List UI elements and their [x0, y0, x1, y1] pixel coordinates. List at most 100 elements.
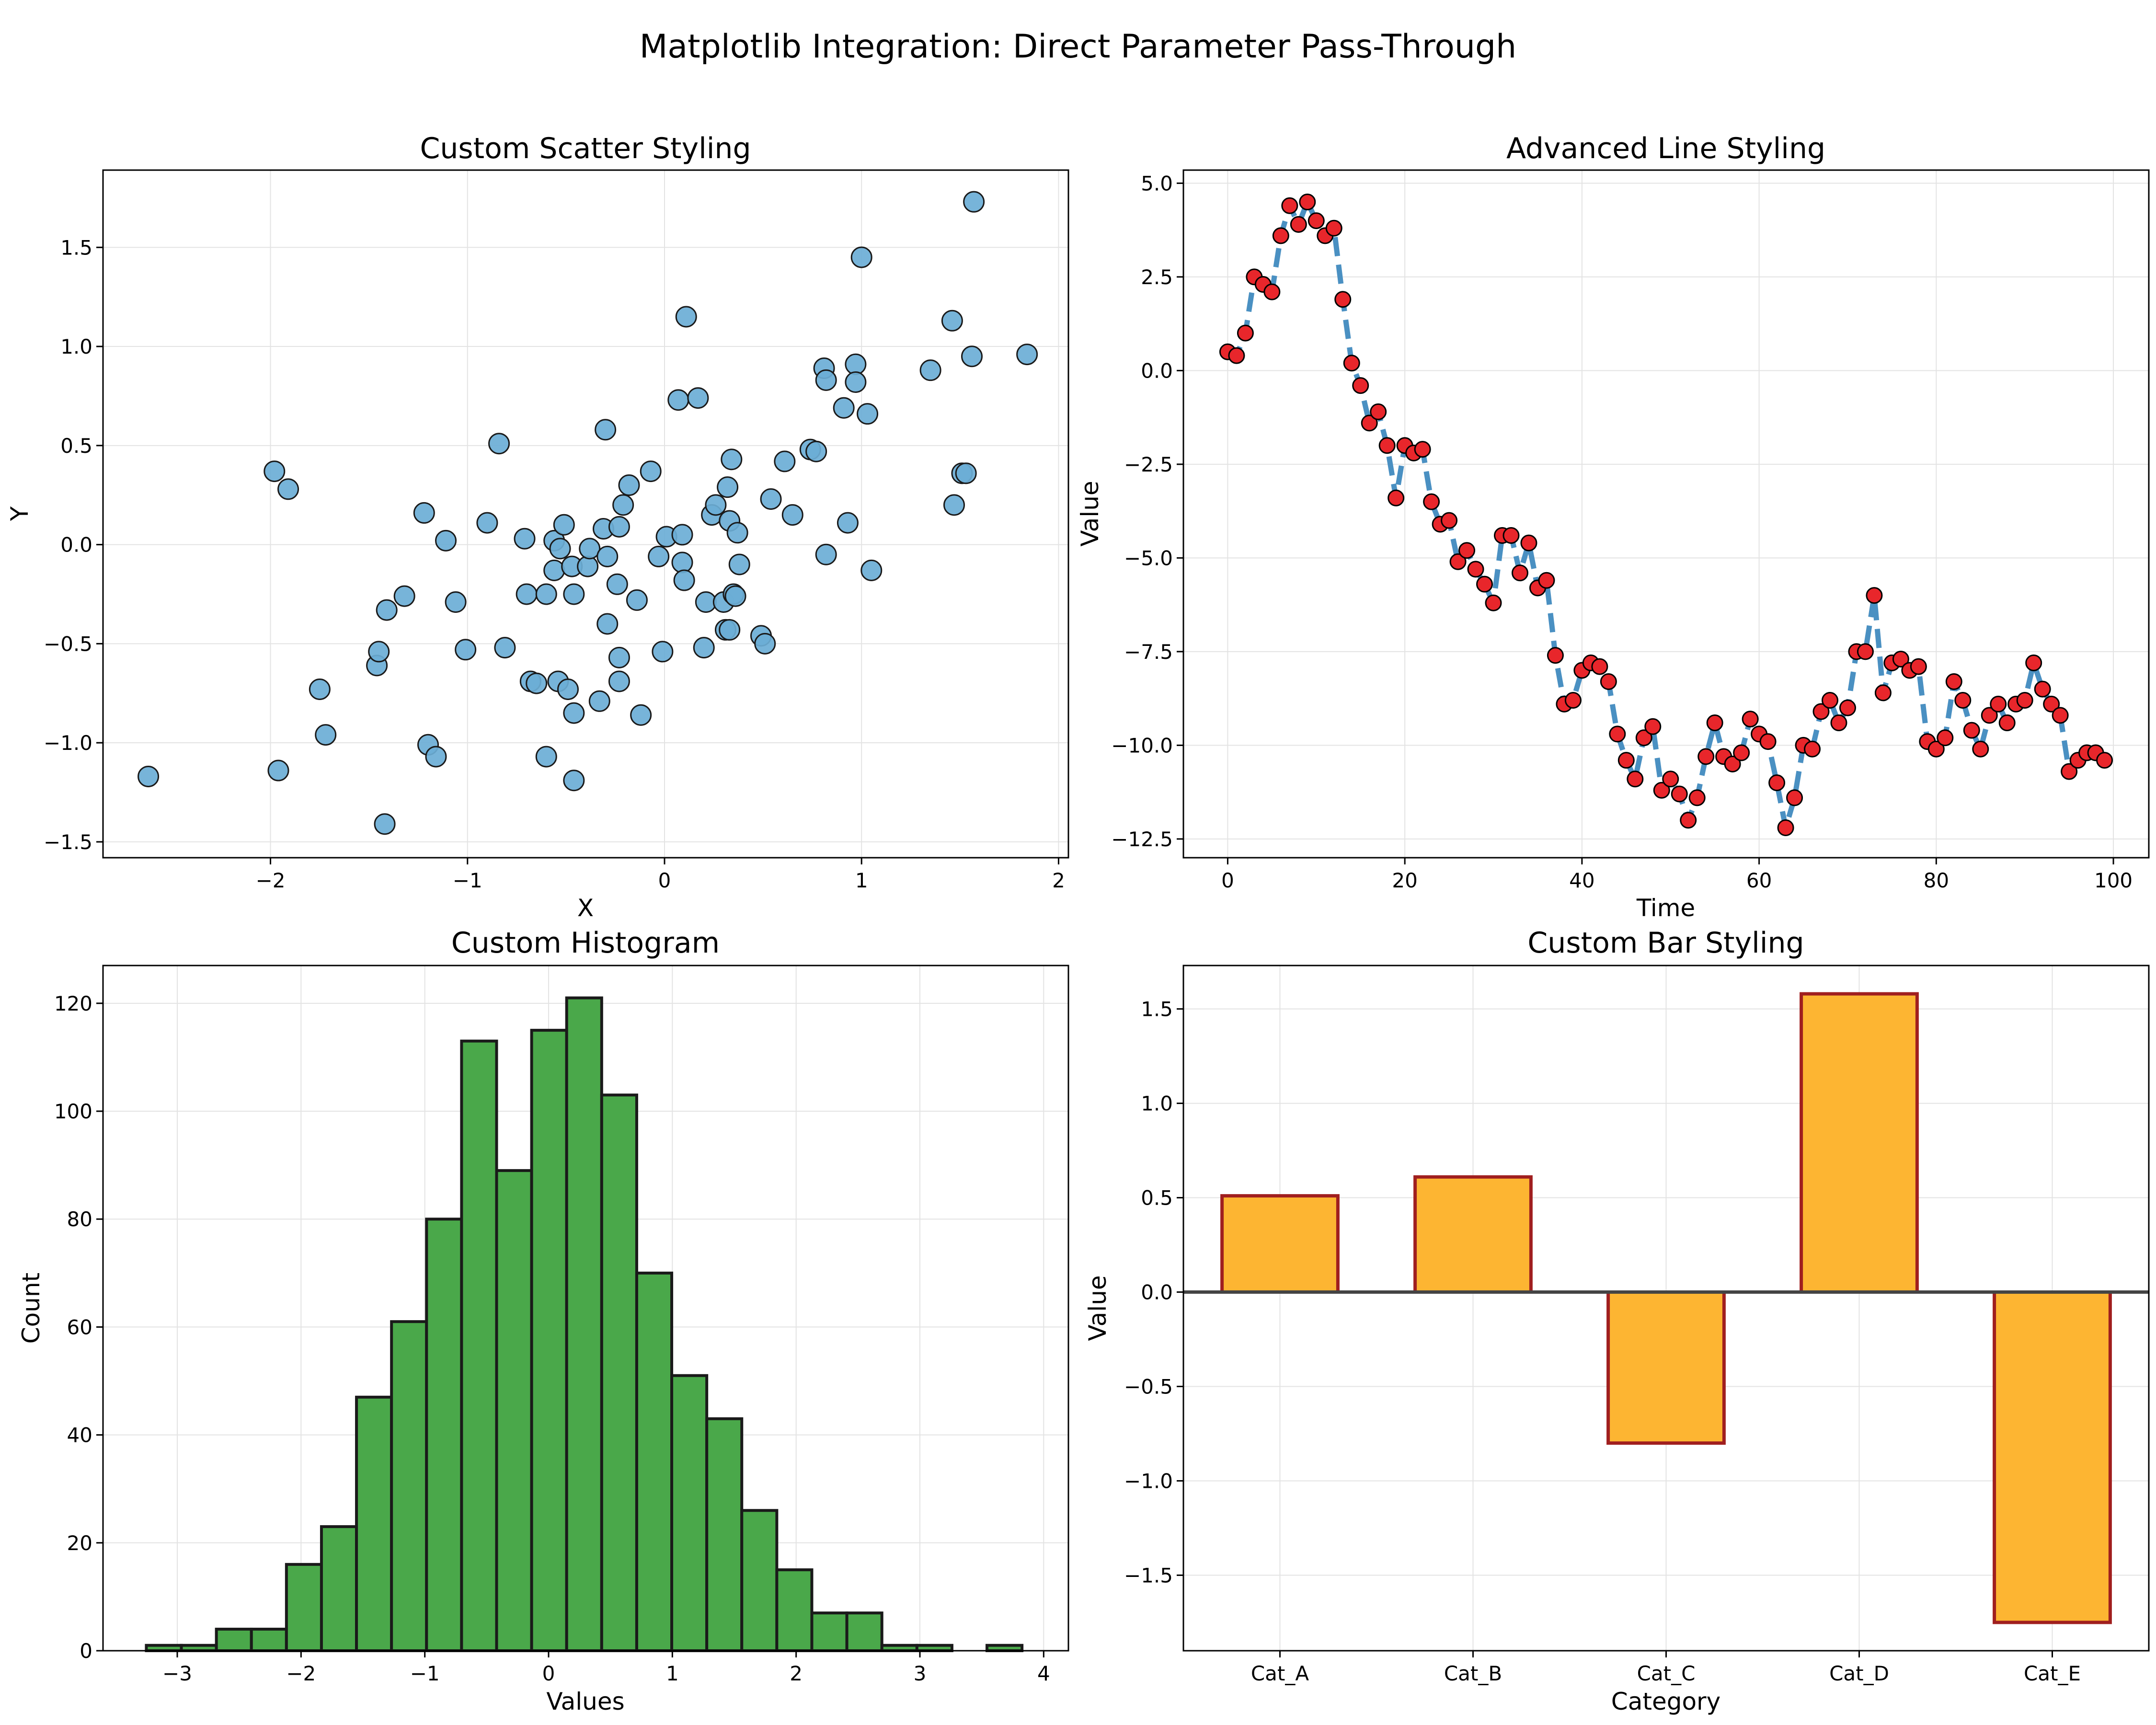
scatter-point: [425, 746, 447, 768]
scatter-point: [606, 573, 628, 595]
line-point: [1449, 553, 1467, 570]
histogram-bar: [986, 1644, 1024, 1653]
histogram-bar: [880, 1644, 918, 1653]
scatter-point: [488, 433, 510, 455]
histogram-bar: [600, 1093, 638, 1653]
line-point: [1937, 729, 1954, 747]
line-point: [1990, 695, 2007, 713]
bar-y-label: Value: [1084, 1275, 1112, 1341]
scatter-x-tick-label: −1: [453, 869, 482, 892]
scatter-y-tick-label: 0.5: [60, 434, 92, 458]
histogram-bar: [915, 1644, 953, 1653]
line-point: [1874, 684, 1892, 702]
scatter-point: [494, 637, 516, 659]
scatter-x-tick-label: 2: [1052, 869, 1065, 892]
scatter-point: [941, 310, 963, 332]
scatter-point: [608, 670, 630, 692]
histogram-x-tick-label: −2: [286, 1662, 316, 1685]
scatter-point: [596, 545, 619, 567]
line-y-tick-label: −12.5: [1111, 828, 1173, 851]
scatter-point: [963, 191, 985, 213]
scatter-points: [138, 191, 1038, 835]
line-point: [1538, 572, 1555, 589]
scatter-point: [267, 759, 289, 782]
bar-y-tick-label: −1.5: [1124, 1564, 1173, 1587]
scatter-point: [435, 529, 457, 552]
bar-y-tick-label: 0.5: [1141, 1186, 1173, 1210]
scatter-point: [724, 585, 746, 607]
histogram-x-ticks: −3 −2 −1 0 1 2 3 4: [162, 1651, 1050, 1685]
line-point: [1290, 216, 1307, 233]
bar-cat-e: [1993, 1290, 2112, 1624]
histogram-bar: [215, 1627, 253, 1653]
line-point: [1441, 512, 1458, 529]
line-point: [1388, 489, 1405, 506]
histogram-x-label: Values: [546, 1688, 624, 1715]
scatter-point: [608, 646, 630, 668]
scatter-point: [626, 589, 648, 611]
line-point: [2096, 752, 2113, 769]
line-point: [1981, 707, 1998, 724]
line-point: [1591, 658, 1608, 675]
scatter-point: [264, 460, 286, 483]
line-point: [1299, 193, 1316, 210]
line-point: [1511, 564, 1528, 582]
line-x-tick-label: 100: [2094, 869, 2133, 892]
scatter-point: [516, 583, 538, 605]
line-grid: [1183, 170, 2149, 858]
line-x-tick-label: 40: [1569, 869, 1594, 892]
scatter-y-tick-label: 1.0: [60, 335, 92, 358]
scatter-point: [557, 678, 579, 700]
scatter-x-tick-label: 1: [855, 869, 868, 892]
bar-category-label: Cat_E: [2024, 1662, 2081, 1685]
histogram-bar: [425, 1218, 463, 1653]
histogram-x-tick-label: 3: [914, 1662, 927, 1685]
line-point: [1644, 718, 1662, 735]
scatter-point: [612, 494, 634, 516]
line-point: [1927, 740, 1945, 758]
scatter-point: [368, 641, 390, 663]
line-point: [1307, 212, 1325, 230]
histogram-axes-frame: [102, 965, 1069, 1652]
bar-x-ticks: Cat_A Cat_B Cat_C Cat_D Cat_E: [1251, 1651, 2081, 1685]
histogram-y-tick-label: 120: [54, 992, 92, 1015]
scatter-point: [781, 504, 803, 526]
line-point: [1830, 714, 1847, 731]
line-point: [1998, 714, 2016, 731]
histogram-bar: [460, 1039, 498, 1652]
scatter-point: [595, 419, 617, 441]
line-x-tick-label: 80: [1924, 869, 1949, 892]
bar-y-tick-label: 1.5: [1141, 998, 1173, 1021]
scatter-point: [618, 474, 640, 496]
line-panel: 0 20 40 60 80 100 −12.5 −10.0 −7.5 −5.0 −2.5 0.0 2.…: [1076, 132, 2150, 922]
line-point: [1759, 733, 1777, 750]
scatter-title: Custom Scatter Styling: [420, 132, 751, 165]
scatter-y-label: Y: [6, 506, 34, 521]
line-point: [1688, 789, 1706, 806]
scatter-point: [588, 690, 610, 712]
scatter-point: [754, 632, 776, 655]
scatter-point: [526, 672, 548, 694]
line-point: [1325, 219, 1342, 237]
histogram-bar: [530, 1029, 568, 1652]
scatter-point: [693, 637, 715, 659]
line-point: [1476, 575, 1493, 593]
scatter-y-tick-label: −1.5: [44, 830, 92, 854]
scatter-point: [860, 559, 883, 581]
line-x-tick-label: 20: [1392, 869, 1417, 892]
scatter-point: [553, 514, 575, 536]
histogram-x-tick-label: 0: [542, 1662, 555, 1685]
line-point: [1680, 812, 1697, 829]
line-point: [1237, 324, 1254, 342]
histogram-x-tick-label: 1: [666, 1662, 679, 1685]
scatter-point: [705, 494, 727, 516]
scatter-point: [535, 746, 557, 768]
line-point: [1777, 819, 1794, 836]
line-point: [1697, 748, 1715, 765]
line-point: [2034, 680, 2051, 698]
line-point: [1812, 703, 1830, 720]
bar-category-label: Cat_A: [1251, 1662, 1309, 1685]
line-point: [1892, 651, 1909, 668]
scatter-point: [728, 553, 750, 575]
figure-suptitle: Matplotlib Integration: Direct Parameter…: [640, 28, 1517, 66]
